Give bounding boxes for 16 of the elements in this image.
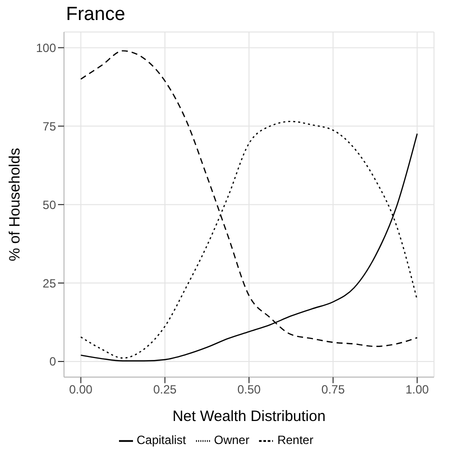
x-tick-label: 0.50 (237, 382, 261, 397)
y-axis-title: % of Households (6, 148, 24, 262)
x-tick-label: 0.00 (69, 382, 93, 397)
x-tick-label: 0.25 (153, 382, 177, 397)
y-tick-label: 0 (49, 354, 56, 369)
chart-title: France (66, 4, 126, 26)
x-tick-label: 0.75 (321, 382, 346, 397)
y-tick-label: 50 (42, 198, 56, 212)
legend-label: Capitalist (136, 433, 186, 448)
y-tick-label: 25 (42, 276, 56, 290)
legend-label: Owner (214, 433, 250, 448)
x-axis-title: Net Wealth Distribution (172, 408, 326, 426)
x-tick-label: 1.00 (406, 382, 430, 397)
legend-label: Renter (277, 433, 314, 448)
y-tick-label: 75 (42, 119, 56, 134)
y-tick-label: 100 (36, 40, 56, 55)
